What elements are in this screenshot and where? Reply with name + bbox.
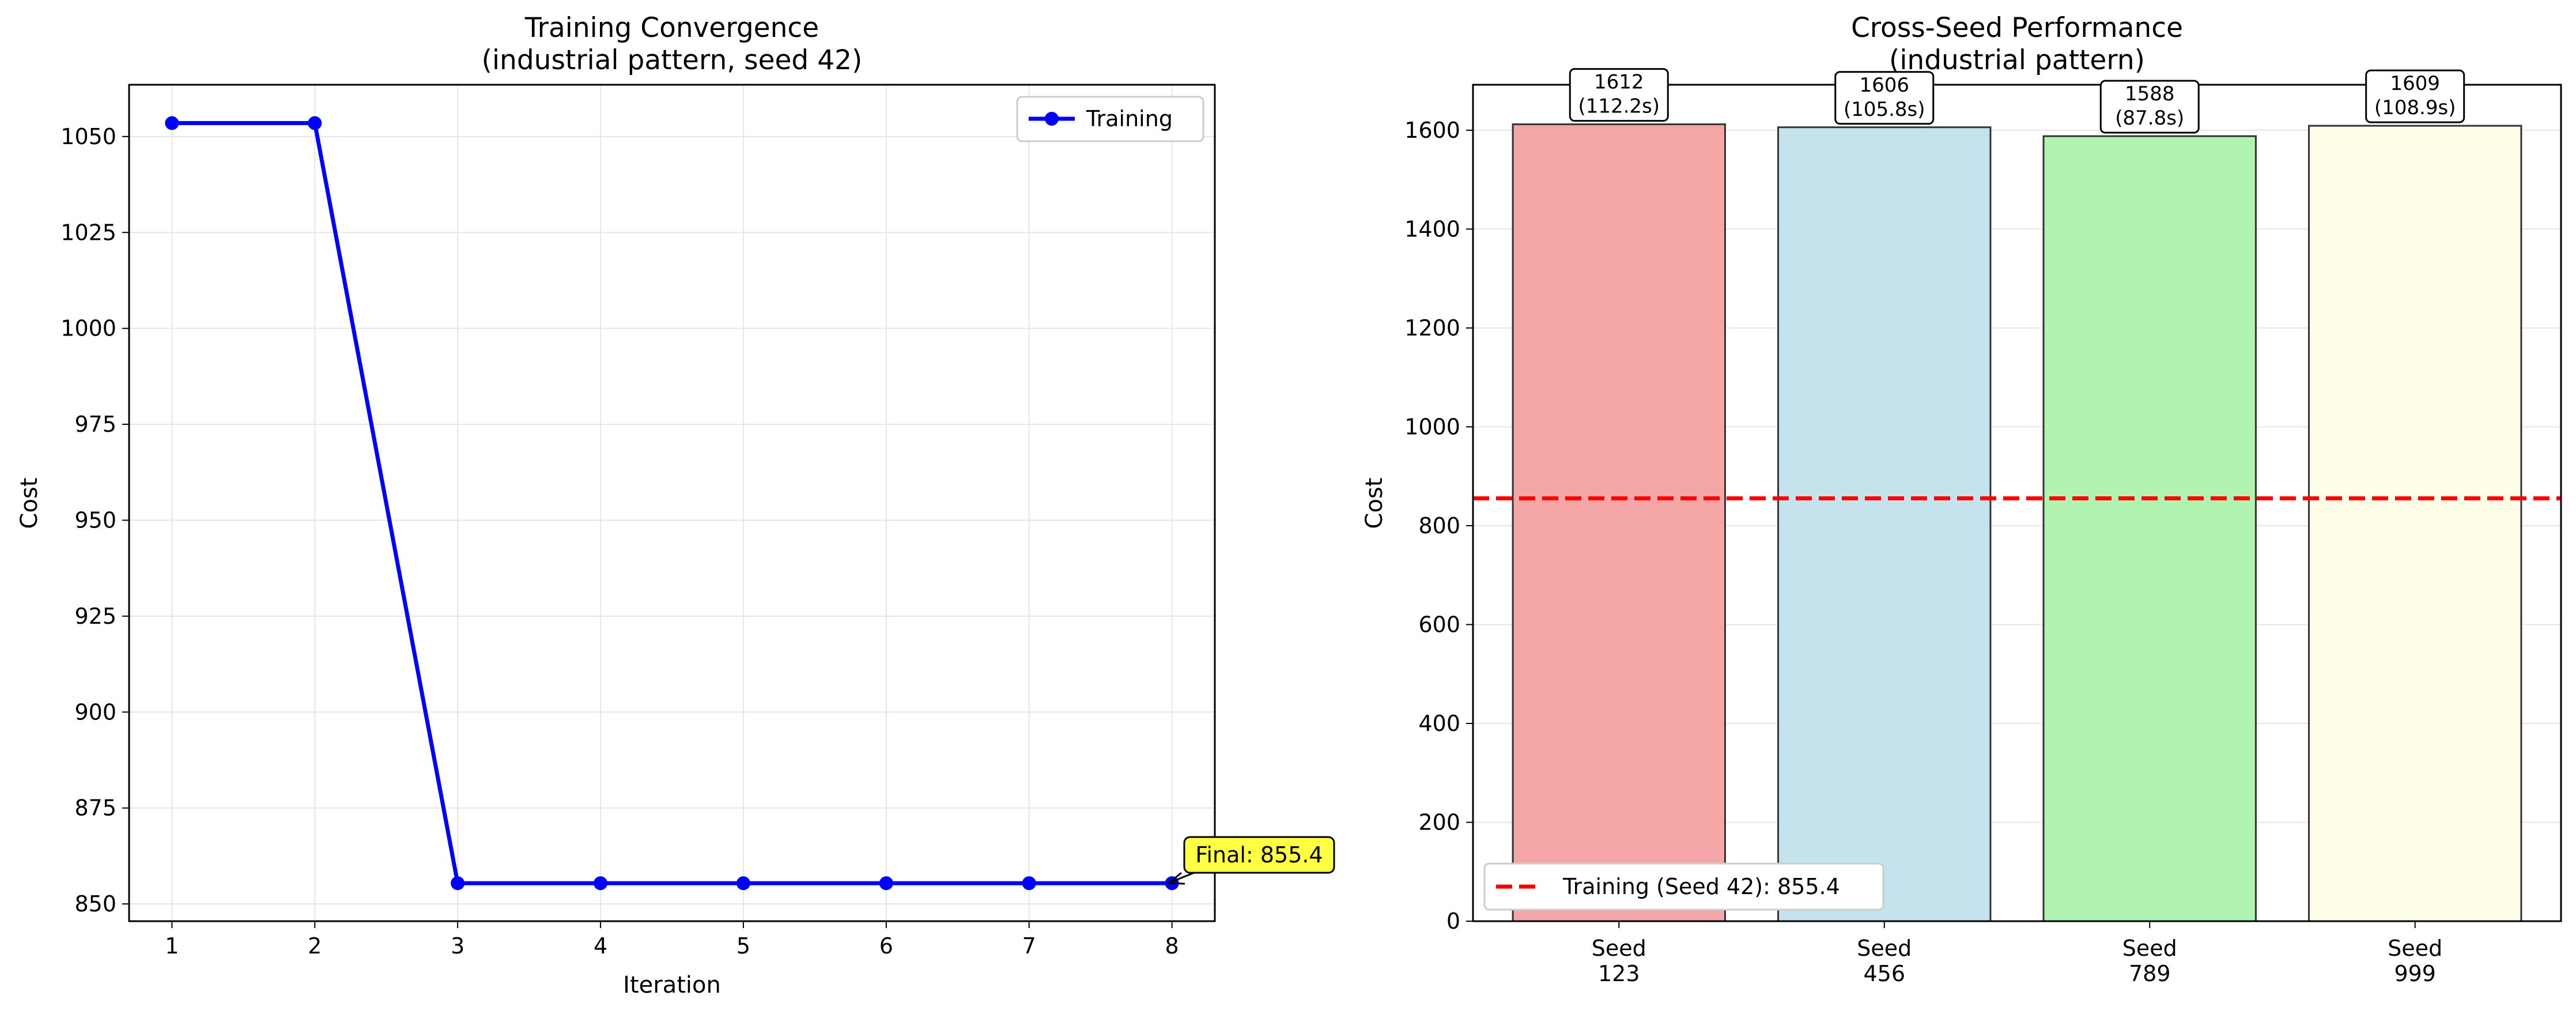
annotation-text: Final: 855.4 [1195, 842, 1323, 868]
x-tick-label: 1 [165, 933, 179, 959]
y-tick-label: 200 [1418, 809, 1460, 835]
line-chart-xlabel: Iteration [623, 972, 721, 998]
y-tick-label: 1000 [61, 316, 116, 341]
value-label-box [1834, 71, 1935, 125]
final-annotation: Final: 855.4 [1166, 836, 1335, 885]
y-tick-label: 975 [74, 412, 116, 437]
y-tick-label: 0 [1446, 909, 1460, 934]
bar-chart-y-ticks: 0 200 400 600 800 1000 1200 1400 1600 [1404, 118, 1473, 934]
line-chart-subtitle: (industrial pattern, seed 42) [482, 44, 863, 76]
y-tick-label: 1000 [1404, 414, 1460, 439]
y-tick-label: 1600 [1404, 118, 1460, 143]
line-chart-legend[interactable]: Training [1016, 96, 1204, 142]
y-tick-label: 1025 [61, 220, 116, 245]
training-data-point [1022, 876, 1036, 891]
bar-time-label: (105.8s) [1844, 98, 1925, 121]
bar-time-label: (108.9s) [2374, 96, 2456, 119]
bar-chart-panel: Cross-Seed Performance (industrial patte… [1361, 12, 2562, 986]
x-tick-label: 5 [736, 933, 750, 959]
annotation-arrowhead [1166, 872, 1185, 885]
line-chart-x-ticks: 1 2 3 4 5 6 7 8 [165, 921, 1179, 959]
value-label-box [2365, 69, 2465, 123]
y-tick-label: 925 [74, 604, 116, 629]
y-tick-label: 875 [74, 796, 116, 821]
bar-time-label: (112.2s) [1578, 95, 1660, 118]
training-data-point [165, 116, 179, 130]
bar [1777, 126, 1992, 922]
legend-box [1016, 96, 1204, 142]
line-chart-panel: Training Convergence (industrial pattern… [16, 12, 1335, 998]
line-chart-ylabel: Cost [16, 478, 43, 529]
y-tick-label: 850 [74, 891, 116, 917]
value-label-box [2099, 80, 2200, 134]
x-tick-label: 123 [1598, 961, 1640, 986]
x-tick-label: 789 [2129, 961, 2171, 986]
training-data-point [736, 876, 750, 891]
y-tick-label: 600 [1418, 612, 1460, 637]
bar-time-label: (87.8s) [2115, 107, 2184, 130]
annotation-box [1183, 836, 1335, 874]
bar-value-label: 1606 [1859, 74, 1909, 97]
y-tick-label: 1200 [1404, 315, 1460, 341]
x-tick-label: Seed [2388, 936, 2442, 961]
legend-marker [1045, 112, 1059, 126]
x-tick-label: 8 [1165, 933, 1179, 959]
line-chart-y-ticks: 850 875 900 925 950 975 1000 1025 1050 [61, 124, 129, 917]
line-chart-grid [129, 85, 1215, 921]
bar-chart-ylabel: Cost [1361, 478, 1388, 529]
value-label-box [1569, 68, 1669, 122]
bar-chart-value-labels: 1612(112.2s) 1606(105.8s) 1588(87.8s) 1609(… [1569, 68, 2465, 134]
bar-value-label: 1612 [1594, 71, 1644, 94]
line-chart-title: Training Convergence [524, 12, 819, 44]
bar [1512, 123, 1726, 922]
bar [2042, 135, 2257, 922]
bar-chart-legend[interactable]: Training (Seed 42): 855.4 [1483, 862, 1884, 911]
legend-label-training: Training [1086, 106, 1173, 131]
y-tick-label: 950 [74, 507, 116, 533]
x-tick-label: Seed [1592, 936, 1646, 961]
bar-chart-frame [1472, 84, 2562, 922]
legend-label-training-ref: Training (Seed 42): 855.4 [1562, 874, 1840, 899]
bar-chart-title: Cross-Seed Performance [1851, 12, 2183, 44]
x-tick-label: 6 [879, 933, 893, 959]
legend-box [1483, 862, 1884, 911]
x-tick-label: Seed [1857, 936, 1912, 961]
y-tick-label: 400 [1418, 711, 1460, 736]
x-tick-label: 456 [1863, 961, 1905, 986]
y-tick-label: 1400 [1404, 216, 1460, 242]
x-tick-label: 999 [2394, 961, 2436, 986]
training-data-point [879, 876, 893, 891]
training-data-point [594, 876, 608, 891]
x-tick-label: 2 [308, 933, 322, 959]
training-data-point [451, 876, 465, 891]
bar-chart-bars [1512, 123, 2522, 922]
x-tick-label: Seed [2122, 936, 2177, 961]
y-tick-label: 1050 [61, 124, 116, 149]
bar-chart-subtitle: (industrial pattern) [1889, 44, 2145, 76]
bar-value-label: 1609 [2390, 72, 2440, 95]
training-data-point [308, 116, 322, 130]
x-tick-label: 3 [451, 933, 464, 959]
x-tick-label: 4 [594, 933, 607, 959]
y-tick-label: 800 [1418, 513, 1460, 538]
bar-value-label: 1588 [2125, 82, 2175, 105]
line-chart-frame [128, 84, 1216, 922]
bar [2308, 125, 2522, 922]
training-series-line [172, 121, 1172, 885]
x-tick-label: 7 [1022, 933, 1036, 959]
y-tick-label: 900 [74, 699, 116, 725]
